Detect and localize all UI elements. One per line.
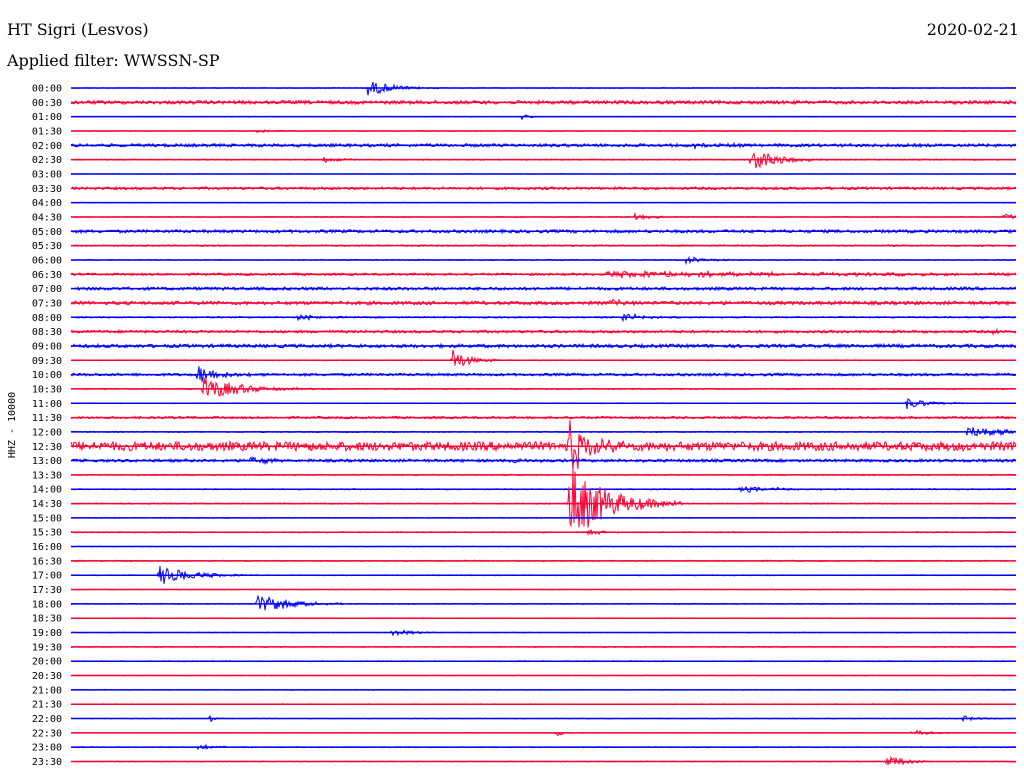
trace-time-label: 04:00 [32, 198, 62, 209]
date-label: 2020-02-21 [926, 20, 1019, 39]
trace-time-label: 01:30 [32, 126, 62, 137]
trace-time-label: 13:30 [32, 470, 62, 481]
trace-time-label: 10:00 [32, 370, 62, 381]
trace-time-label: 14:30 [32, 499, 62, 510]
trace-time-label: 17:30 [32, 585, 62, 596]
trace-time-label: 05:00 [32, 227, 62, 238]
trace-line [70, 469, 1017, 528]
trace-line [70, 419, 1017, 470]
trace-time-label: 21:00 [32, 685, 62, 696]
trace-time-label: 17:00 [32, 571, 62, 582]
trace-time-label: 00:00 [32, 84, 62, 95]
trace-time-label: 04:30 [32, 212, 62, 223]
trace-time-label: 18:30 [32, 614, 62, 625]
trace-time-label: 09:00 [32, 341, 62, 352]
traces-group: 00:00 00:30 01:00 01:30 02:00 02:30 03:00 03:30… [32, 81, 1017, 768]
trace-time-label: 05:30 [32, 241, 62, 252]
trace-time-label: 07:00 [32, 284, 62, 295]
trace-time-label: 22:30 [32, 728, 62, 739]
trace-time-label: 19:00 [32, 628, 62, 639]
trace-time-label: 09:30 [32, 356, 62, 367]
trace-time-label: 22:00 [32, 714, 62, 725]
trace-time-label: 06:00 [32, 255, 62, 266]
station-title: HT Sigri (Lesvos) [7, 20, 149, 39]
trace-time-label: 21:30 [32, 700, 62, 711]
trace-time-label: 00:30 [32, 98, 62, 109]
trace-time-label: 02:30 [32, 155, 62, 166]
trace-time-label: 14:00 [32, 485, 62, 496]
trace-time-label: 23:00 [32, 743, 62, 754]
trace-time-label: 13:00 [32, 456, 62, 467]
trace-line [70, 377, 1017, 397]
trace-time-label: 03:00 [32, 169, 62, 180]
trace-time-label: 10:30 [32, 384, 62, 395]
trace-line [70, 152, 1017, 169]
trace-time-label: 07:30 [32, 298, 62, 309]
trace-time-label: 16:00 [32, 542, 62, 553]
trace-time-label: 15:30 [32, 528, 62, 539]
trace-time-label: 11:00 [32, 399, 62, 410]
trace-time-label: 12:00 [32, 427, 62, 438]
trace-time-label: 20:30 [32, 671, 62, 682]
trace-time-label: 08:30 [32, 327, 62, 338]
trace-time-label: 03:30 [32, 184, 62, 195]
trace-time-label: 20:00 [32, 657, 62, 668]
trace-time-label: 11:30 [32, 413, 62, 424]
trace-time-label: 01:00 [32, 112, 62, 123]
trace-time-label: 15:00 [32, 513, 62, 524]
trace-time-label: 02:00 [32, 141, 62, 152]
filter-label: Applied filter: WWSSN-SP [7, 51, 220, 70]
trace-time-label: 08:00 [32, 313, 62, 324]
y-axis-label: HHZ - 10000 [7, 392, 18, 458]
trace-time-label: 16:30 [32, 556, 62, 567]
trace-time-label: 06:30 [32, 270, 62, 281]
trace-line [70, 349, 1017, 367]
trace-time-label: 18:00 [32, 599, 62, 610]
trace-time-label: 12:30 [32, 442, 62, 453]
trace-time-label: 19:30 [32, 642, 62, 653]
trace-time-label: 23:30 [32, 757, 62, 768]
